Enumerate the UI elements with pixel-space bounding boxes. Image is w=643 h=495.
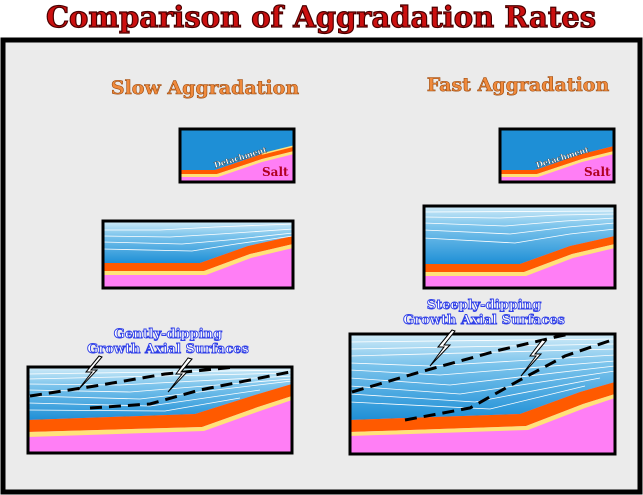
annotation-slow-line1: Gently-dipping [114,327,222,342]
slow-stage-2-panel [103,221,293,288]
lightning-arrow-icon [77,355,103,391]
lightning-arrow-icon [167,357,193,393]
fast-stage-2-panel [424,206,615,288]
annotation-fast-line1: Steeply-dipping [427,298,542,313]
page-title: Comparison of Aggradation Rates [46,0,596,34]
fast-stage-1-panel [500,129,614,182]
lightning-arrow-icon [429,329,456,367]
heading-slow: Slow Aggradation [111,77,299,99]
salt-label-fast: Salt [584,165,611,179]
fast-stage-1-border [498,127,616,184]
slow-stage-3-panel [28,367,292,453]
annotation-slow-line2: Growth Axial Surfaces [87,342,249,357]
fast-stage-3-border [348,332,617,456]
salt-label-slow: Salt [262,165,289,179]
slow-stage-1-border [178,127,296,184]
fast-stage-3-panel [350,334,615,454]
annotation-fast-line2: Growth Axial Surfaces [403,313,565,328]
slow-stage-1-panel [180,129,294,182]
slow-stage-3-border [26,365,294,455]
lightning-arrow-icon [520,339,547,377]
slow-stage-2-border [101,219,295,290]
fast-stage-2-border [422,204,617,290]
heading-fast: Fast Aggradation [427,74,610,96]
